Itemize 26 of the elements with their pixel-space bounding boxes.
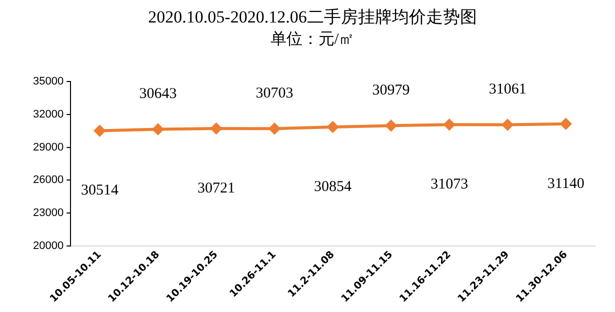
point <box>444 119 455 130</box>
y-tick-label: 23000 <box>32 207 64 220</box>
data-label: 30854 <box>314 178 352 195</box>
data-label: 31140 <box>547 176 584 192</box>
point <box>94 125 106 136</box>
point <box>152 124 164 135</box>
point <box>327 122 338 132</box>
point <box>269 123 280 134</box>
point <box>560 118 572 130</box>
data-label: 30721 <box>198 180 236 196</box>
point <box>386 120 397 132</box>
data-label: 30514 <box>80 182 119 199</box>
data-label: 30643 <box>139 86 177 102</box>
data-label: 31061 <box>488 82 526 98</box>
data-label: 30979 <box>372 82 410 99</box>
y-tick-label: 35000 <box>32 76 64 88</box>
point <box>210 122 222 134</box>
chart-subtitle: 单位：元/㎡ <box>270 30 355 48</box>
chart-title: 2020.10.05-2020.12.06二手房挂牌均价走势图 <box>148 8 477 27</box>
y-tick-label: 32000 <box>32 108 64 120</box>
data-label: 31073 <box>430 176 468 193</box>
point <box>502 119 514 130</box>
data-label: 30703 <box>256 86 294 102</box>
y-tick-label: 20000 <box>32 240 64 252</box>
y-tick-label: 26000 <box>32 174 64 186</box>
y-tick-label: 29000 <box>32 141 64 154</box>
